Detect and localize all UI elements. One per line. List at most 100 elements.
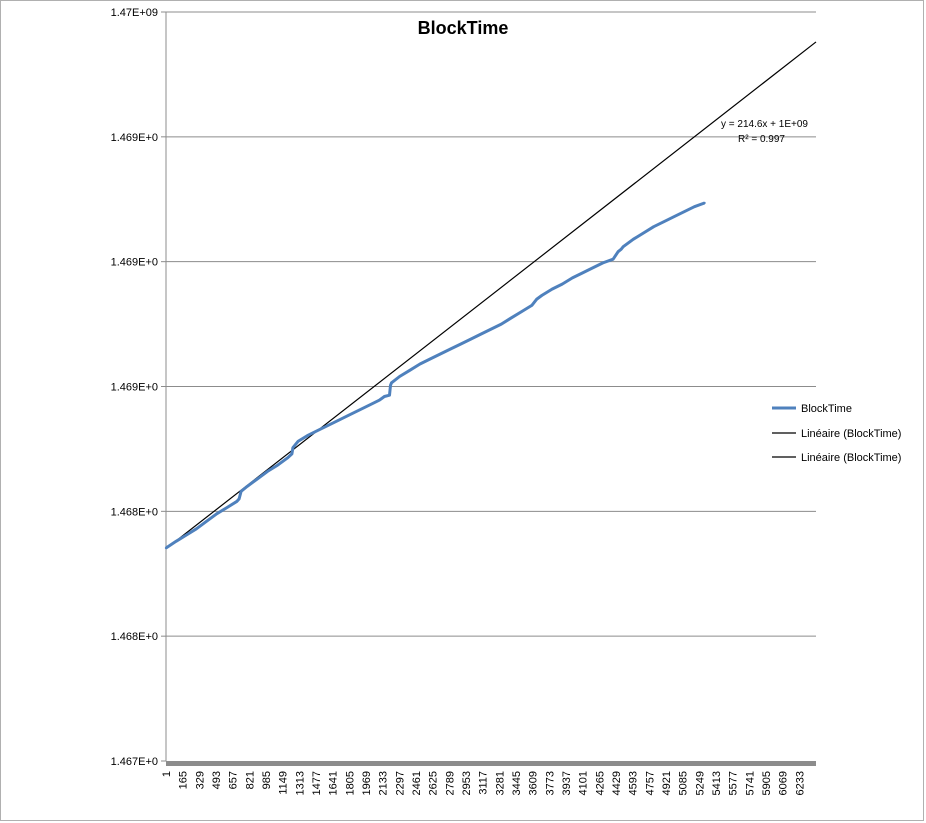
series-point xyxy=(164,546,168,550)
trendline-layer xyxy=(165,41,817,550)
series-point xyxy=(500,322,503,326)
series-point xyxy=(652,225,655,228)
x-tick-label: 1641 xyxy=(328,771,340,795)
series-point xyxy=(195,527,198,531)
y-tick-label: 1.467E+0 xyxy=(111,756,158,768)
x-tick-label: 165 xyxy=(178,771,190,789)
series-point xyxy=(408,369,412,372)
series-point xyxy=(337,419,340,422)
series-point xyxy=(306,433,310,437)
series-point xyxy=(611,257,615,261)
axes xyxy=(161,11,816,766)
series-point xyxy=(682,210,686,213)
series-point xyxy=(449,347,452,351)
x-tick-label: 5085 xyxy=(678,771,690,795)
y-tick-label: 1.47E+09 xyxy=(111,7,158,19)
series-point xyxy=(693,205,696,208)
legend-label: Linéaire (BlockTime) xyxy=(801,428,901,440)
series-point xyxy=(266,470,269,473)
y-tick-label: 1.469E+0 xyxy=(111,382,158,394)
series-point xyxy=(276,463,279,467)
series-point xyxy=(378,399,381,402)
series-point xyxy=(215,512,218,516)
series-point xyxy=(530,304,533,307)
x-tick-label: 3281 xyxy=(494,771,506,795)
series-point xyxy=(459,342,462,346)
x-tick-label: 1 xyxy=(161,771,173,777)
series-point xyxy=(616,250,620,253)
legend: BlockTime Linéaire (BlockTime) Linéaire (B… xyxy=(772,403,901,464)
x-tick-label: 5905 xyxy=(761,771,773,795)
x-axis-band xyxy=(166,761,816,766)
series-point xyxy=(535,297,539,301)
x-tick-label: 821 xyxy=(244,771,256,789)
series-point xyxy=(662,220,666,223)
series-point xyxy=(245,485,249,488)
series-point xyxy=(469,337,472,341)
x-tick-label: 4101 xyxy=(578,771,590,795)
x-tick-label: 5249 xyxy=(694,771,706,795)
series-point xyxy=(347,414,351,417)
x-tick-label: 1477 xyxy=(311,771,323,795)
x-tick-label: 3445 xyxy=(511,771,523,795)
series-point xyxy=(510,316,513,320)
x-tick-label: 2625 xyxy=(428,771,440,795)
x-tick-label: 329 xyxy=(194,771,206,789)
series-point xyxy=(489,327,493,331)
x-tick-label: 2297 xyxy=(394,771,406,795)
x-tick-label: 1149 xyxy=(278,771,290,795)
x-tick-label: 4757 xyxy=(644,771,656,795)
x-tick-label: 5577 xyxy=(728,771,740,795)
y-tick-label: 1.468E+0 xyxy=(111,631,158,643)
series-point xyxy=(561,282,564,286)
series-point xyxy=(520,310,523,313)
series-point xyxy=(185,533,188,537)
series-point xyxy=(591,266,594,270)
series-point xyxy=(389,384,392,387)
x-tick-label: 4265 xyxy=(594,771,606,795)
x-tick-label: 6069 xyxy=(778,771,790,795)
gridlines xyxy=(166,11,816,637)
x-tick-labels: 1 165 329 493 657 821 985 1149 1313 1477 1641 1805 1… xyxy=(161,771,806,795)
series-point xyxy=(632,237,635,241)
series-point xyxy=(291,446,295,449)
series-point xyxy=(239,490,243,493)
legend-label: BlockTime xyxy=(801,403,852,415)
series-point xyxy=(581,271,584,275)
series-point xyxy=(237,497,241,501)
x-tick-label: 2789 xyxy=(444,771,456,795)
trendline-equation: y = 214.6x + 1E+09 xyxy=(721,119,808,130)
series-point xyxy=(703,201,706,205)
trendline xyxy=(165,41,817,550)
x-tick-label: 4429 xyxy=(611,771,623,795)
trendline-r-squared: R² = 0.997 xyxy=(738,134,785,145)
series-point xyxy=(398,375,401,378)
series-point xyxy=(296,440,300,443)
series-point xyxy=(327,423,330,427)
x-tick-label: 2953 xyxy=(461,771,473,795)
series-point xyxy=(388,394,391,397)
series-point xyxy=(479,332,483,336)
x-tick-label: 6233 xyxy=(794,771,806,795)
series-point xyxy=(174,540,178,543)
x-tick-label: 3937 xyxy=(561,771,573,795)
series-point xyxy=(601,261,605,265)
x-tick-label: 3117 xyxy=(478,771,490,795)
x-tick-label: 2461 xyxy=(411,771,423,795)
x-tick-label: 4593 xyxy=(628,771,640,795)
y-tick-label: 1.468E+0 xyxy=(111,506,158,518)
x-tick-label: 1969 xyxy=(361,771,373,795)
x-tick-label: 5413 xyxy=(711,771,723,795)
series-point xyxy=(672,215,676,218)
series-point xyxy=(383,395,386,398)
x-tick-label: 2133 xyxy=(378,771,390,795)
series-point xyxy=(290,452,294,456)
series-point xyxy=(390,381,393,384)
series-layer xyxy=(164,201,706,550)
x-tick-label: 1313 xyxy=(294,771,306,795)
series-point xyxy=(550,287,554,291)
x-tick-label: 4921 xyxy=(661,771,673,795)
x-tick-label: 3609 xyxy=(528,771,540,795)
